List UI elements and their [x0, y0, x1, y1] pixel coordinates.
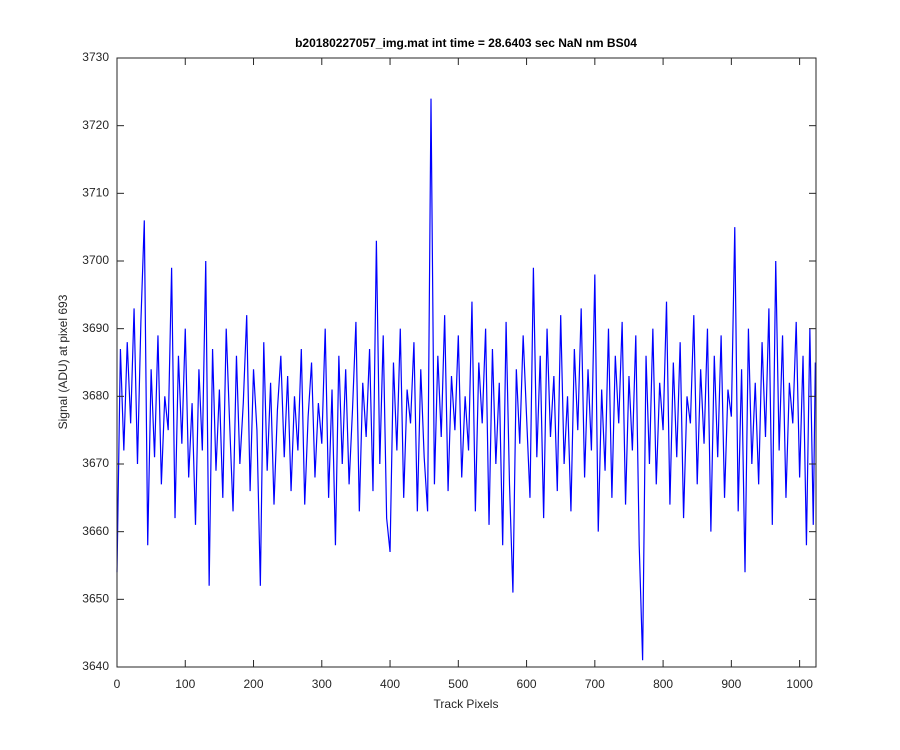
x-tick-label: 900 [721, 677, 741, 691]
plot-frame [116, 57, 817, 668]
y-tick-label: 3730 [82, 50, 109, 64]
y-tick-label: 3670 [82, 456, 109, 470]
chart-title: b20180227057_img.mat int time = 28.6403 … [295, 36, 637, 50]
y-tick-label: 3680 [82, 389, 109, 403]
y-tick-label: 3710 [82, 186, 109, 200]
y-tick-label: 3720 [82, 118, 109, 132]
x-tick-label: 300 [312, 677, 332, 691]
x-tick-label: 0 [114, 677, 121, 691]
y-tick-label: 3640 [82, 659, 109, 673]
y-tick-label: 3690 [82, 321, 109, 335]
x-tick-label: 100 [175, 677, 195, 691]
data-line [116, 98, 816, 661]
x-tick-label: 600 [517, 677, 537, 691]
y-axis-label: Signal (ADU) at pixel 693 [56, 294, 70, 429]
x-tick-label: 200 [244, 677, 264, 691]
x-tick-label: 500 [448, 677, 468, 691]
y-tick-label: 3650 [82, 592, 109, 606]
x-tick-label: 800 [653, 677, 673, 691]
y-tick-label: 3700 [82, 253, 109, 267]
x-tick-label: 400 [380, 677, 400, 691]
x-tick-label: 1000 [786, 677, 813, 691]
x-tick-label: 700 [585, 677, 605, 691]
y-tick-label: 3660 [82, 524, 109, 538]
x-axis-label: Track Pixels [434, 697, 499, 711]
